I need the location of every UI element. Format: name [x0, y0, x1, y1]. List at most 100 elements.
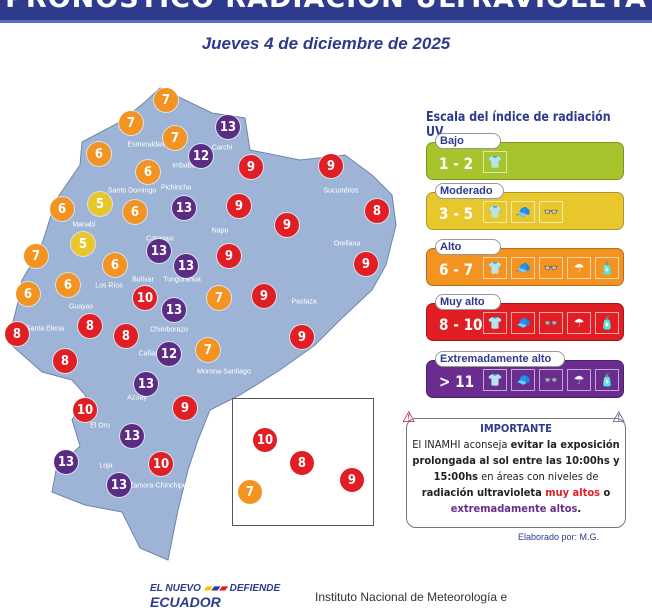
- uv-index-marker: 6: [16, 282, 40, 306]
- sunscreen-icon: 🧴: [595, 369, 619, 391]
- uv-level-4: Extremadamente alto > 11 👕 🧢 👓 ☂ 🧴: [426, 351, 624, 398]
- uv-index-marker: 8: [114, 324, 138, 348]
- uv-index-marker: 6: [87, 142, 111, 166]
- uv-level-2: Alto 6 - 7 👕 🧢 👓 ☂ 🧴: [426, 239, 624, 286]
- province-label: El Oro: [90, 422, 110, 430]
- uv-index-marker: 13: [172, 196, 196, 220]
- uv-index-marker: 13: [162, 298, 186, 322]
- uv-index-marker: 8: [78, 314, 102, 338]
- cap-icon: 🧢: [511, 201, 535, 223]
- province-label: Tungurahua: [163, 276, 201, 284]
- sunglasses-icon: 👓: [539, 201, 563, 223]
- uv-index-marker: 10: [133, 286, 157, 310]
- province-label: Loja: [99, 462, 113, 470]
- uv-index-marker: 7: [24, 244, 48, 268]
- sunglasses-icon: 👓: [539, 312, 563, 334]
- province-label: Imbabura: [172, 162, 202, 170]
- uv-index-marker: 9: [227, 194, 251, 218]
- shirt-icon: 👕: [483, 151, 507, 173]
- government-logo: EL NUEVO ▰▰▰ DEFIENDE ECUADOR: [150, 583, 281, 610]
- header-banner: PRONÓSTICO RADIACIÓN ULTRAVIOLETA: [0, 0, 652, 23]
- uv-index-marker: 6: [50, 197, 74, 221]
- uv-index-marker: 13: [174, 254, 198, 278]
- level-range: 1 - 2: [439, 154, 474, 173]
- province-label: Los Ríos: [95, 282, 123, 290]
- cap-icon: 🧢: [511, 369, 535, 391]
- uv-index-marker: 7: [154, 88, 178, 112]
- uv-index-marker: 10: [149, 452, 173, 476]
- cap-icon: 🧢: [511, 312, 535, 334]
- province-label: Cañar: [138, 350, 158, 358]
- uv-index-marker: 9: [252, 284, 276, 308]
- sunscreen-icon: 🧴: [595, 257, 619, 279]
- cap-icon: 🧢: [511, 257, 535, 279]
- uv-index-marker: 9: [340, 468, 364, 492]
- shirt-icon: 👕: [483, 201, 507, 223]
- uv-index-marker: 13: [54, 450, 78, 474]
- uv-index-marker: 13: [107, 473, 131, 497]
- umbrella-icon: ☂: [567, 312, 591, 334]
- uv-index-marker: 9: [239, 155, 263, 179]
- province-label: Sucumbíos: [323, 187, 359, 195]
- province-label: Bolívar: [132, 276, 154, 284]
- shirt-icon: 👕: [483, 257, 507, 279]
- uv-index-marker: 6: [136, 160, 160, 184]
- province-label: Esmeraldas: [127, 141, 165, 149]
- uv-index-marker: 9: [319, 154, 343, 178]
- uv-level-0: Bajo 1 - 2 👕: [426, 133, 624, 180]
- uv-index-marker: 8: [290, 451, 314, 475]
- province-label: Manabí: [72, 221, 96, 229]
- level-range: 6 - 7: [439, 260, 474, 279]
- umbrella-icon: ☂: [567, 257, 591, 279]
- uv-index-marker: 6: [123, 200, 147, 224]
- uv-index-marker: 6: [103, 253, 127, 277]
- page-title: PRONÓSTICO RADIACIÓN ULTRAVIOLETA: [0, 0, 652, 14]
- important-notice: IMPORTANTE El INAMHI aconseja evitar la …: [406, 418, 626, 528]
- shirt-icon: 👕: [483, 312, 507, 334]
- uv-index-marker: 7: [238, 480, 262, 504]
- uv-index-marker: 9: [275, 213, 299, 237]
- uv-index-marker: 13: [120, 424, 144, 448]
- credit: Elaborado por: M.G.: [518, 532, 600, 542]
- shirt-icon: 👕: [483, 369, 507, 391]
- level-name: Muy alto: [435, 294, 501, 310]
- province-label: Carchi: [211, 144, 233, 152]
- uv-index-marker: 8: [5, 322, 29, 346]
- level-name: Extremadamente alto: [435, 351, 565, 367]
- province-label: Orellana: [333, 240, 361, 248]
- province-label: Azuay: [127, 394, 147, 402]
- level-range: 8 - 10: [439, 315, 483, 334]
- level-name: Bajo: [435, 133, 501, 149]
- uv-index-marker: 9: [290, 325, 314, 349]
- uv-index-marker: 10: [73, 398, 97, 422]
- notice-text: El INAMHI aconseja evitar la exposición …: [412, 438, 620, 515]
- uv-index-marker: 7: [119, 111, 143, 135]
- forecast-date: Jueves 4 de diciembre de 2025: [201, 34, 451, 53]
- uv-index-marker: 7: [207, 286, 231, 310]
- uv-index-marker: 9: [354, 252, 378, 276]
- uv-index-marker: 7: [196, 338, 220, 362]
- sunscreen-icon: 🧴: [595, 312, 619, 334]
- sunglasses-icon: 👓: [539, 369, 563, 391]
- uv-index-marker: 9: [173, 396, 197, 420]
- uv-index-marker: 7: [163, 126, 187, 150]
- uv-index-marker: 8: [365, 199, 389, 223]
- province-label: Santo Domingo: [107, 187, 157, 195]
- uv-index-marker: 10: [253, 428, 277, 452]
- uv-index-marker: 12: [189, 144, 213, 168]
- uv-index-marker: 12: [157, 342, 181, 366]
- province-label: Guayas: [68, 303, 94, 311]
- province-label: Santa Elena: [25, 325, 65, 333]
- uv-index-marker: 8: [53, 349, 77, 373]
- uv-index-marker: 5: [71, 232, 95, 256]
- level-range: > 11: [439, 372, 475, 391]
- province-label: Pastaza: [291, 298, 317, 306]
- uv-index-marker: 13: [216, 115, 240, 139]
- notice-title: IMPORTANTE: [480, 422, 552, 435]
- uv-index-marker: 13: [147, 239, 171, 263]
- institute-name: Instituto Nacional de Meteorología e: [315, 590, 508, 604]
- level-name: Moderado: [435, 183, 504, 199]
- uv-index-marker: 6: [56, 273, 80, 297]
- level-name: Alto: [435, 239, 501, 255]
- province-label: Zamora-Chinchipe: [129, 482, 187, 490]
